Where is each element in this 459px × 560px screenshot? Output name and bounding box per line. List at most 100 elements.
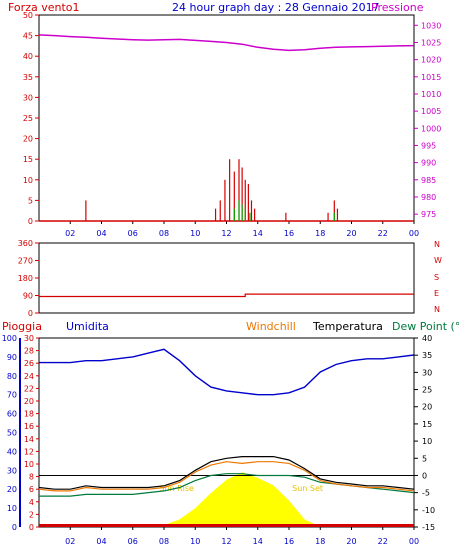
graph-title: 24 hour graph day : 28 Gennaio 2017 (172, 1, 380, 14)
wind-tick-label: 0 (28, 217, 33, 226)
x-tick-label: 02 (65, 537, 75, 546)
direction-tick-label: 90 (23, 292, 33, 301)
rain-tick-label: 28 (24, 347, 34, 356)
rain-tick-label: 24 (24, 372, 34, 381)
pressure-tick-label: 1020 (421, 56, 441, 65)
pressure-tick-label: 1010 (421, 90, 441, 99)
rain-tick-label: 8 (29, 473, 34, 482)
temp-tick-label: -5 (422, 489, 430, 498)
humidity-tick-label: 40 (7, 447, 17, 456)
temp-tick-label: -10 (422, 506, 435, 515)
rain-tick-label: 4 (29, 498, 34, 507)
rain-tick-label: 10 (24, 460, 34, 469)
x-tick-label: 16 (284, 229, 294, 238)
x-tick-label: 12 (221, 537, 231, 546)
rain-tick-label: 14 (24, 435, 34, 444)
sunset-label: Sun Set (292, 484, 323, 493)
x-tick-label: 06 (128, 229, 138, 238)
humidity-tick-label: 0 (12, 523, 17, 532)
windchill-label: Windchill (246, 320, 296, 333)
wind-tick-label: 30 (23, 93, 33, 102)
compass-label: W (434, 256, 442, 265)
direction-tick-label: 0 (28, 309, 33, 318)
wind-tick-label: 20 (23, 135, 33, 144)
wind-tick-label: 50 (23, 11, 33, 20)
compass-label: E (434, 289, 439, 298)
wind-tick-label: 15 (23, 155, 33, 164)
humidity-line (39, 348, 415, 396)
pressure-label: Pressione (371, 1, 424, 14)
temperature-line (38, 456, 415, 490)
temp-tick-label: 0 (422, 471, 427, 480)
x-tick-label: 18 (315, 537, 325, 546)
pressure-tick-label: 1005 (421, 107, 441, 116)
temp-tick-label: 15 (422, 420, 432, 429)
humidity-label: Umidita (66, 320, 109, 333)
x-tick-label: 18 (315, 229, 325, 238)
temperature-label: Temperatura (312, 320, 383, 333)
wind-tick-label: 5 (28, 196, 33, 205)
rain-tick-label: 26 (24, 359, 34, 368)
pressure-tick-label: 985 (421, 176, 436, 185)
pressure-tick-label: 1000 (421, 124, 441, 133)
wind-direction-line (39, 293, 414, 298)
x-tick-label: 22 (378, 229, 388, 238)
humidity-tick-label: 70 (7, 391, 17, 400)
rain-tick-label: 16 (24, 422, 34, 431)
x-tick-label: 14 (253, 229, 263, 238)
compass-label: N (434, 240, 440, 249)
rain-tick-label: 12 (24, 447, 34, 456)
x-tick-label: 20 (346, 537, 356, 546)
x-tick-label: 08 (159, 229, 169, 238)
temp-tick-label: 10 (422, 437, 432, 446)
x-tick-label: 00 (409, 537, 419, 546)
x-tick-label: 04 (96, 229, 106, 238)
x-tick-label: 10 (190, 537, 200, 546)
temp-tick-label: 5 (422, 454, 427, 463)
pressure-tick-label: 1025 (421, 38, 441, 47)
chart-layer: 0510152025303540455097598098599099510001… (2, 11, 442, 546)
wind-tick-label: 40 (23, 52, 33, 61)
x-tick-label: 10 (190, 229, 200, 238)
rain-tick-label: 30 (24, 334, 34, 343)
pressure-line (38, 34, 415, 52)
wind-tick-label: 45 (23, 32, 33, 41)
pressure-tick-label: 1015 (421, 73, 441, 82)
x-tick-label: 20 (346, 229, 356, 238)
wind-panel-frame (38, 14, 415, 222)
pressure-tick-label: 1030 (421, 21, 441, 30)
temp-tick-label: 20 (422, 403, 432, 412)
solar-area (39, 472, 414, 527)
x-tick-label: 12 (221, 229, 231, 238)
x-tick-label: 16 (284, 537, 294, 546)
rain-tick-label: 6 (29, 485, 34, 494)
x-tick-label: 08 (159, 537, 169, 546)
temp-tick-label: 30 (422, 368, 432, 377)
temp-tick-label: -15 (422, 523, 435, 532)
rain-tick-label: 0 (29, 523, 34, 532)
x-tick-label: 06 (128, 537, 138, 546)
temp-tick-label: 40 (422, 334, 432, 343)
humidity-tick-label: 50 (7, 429, 17, 438)
direction-tick-label: 360 (18, 239, 33, 248)
rain-tick-label: 20 (24, 397, 34, 406)
humidity-tick-label: 60 (7, 410, 17, 419)
x-tick-label: 02 (65, 229, 75, 238)
direction-panel-frame (38, 242, 415, 314)
windchill-line (38, 461, 415, 492)
pressure-tick-label: 990 (421, 159, 436, 168)
direction-tick-label: 270 (18, 257, 33, 266)
humidity-tick-label: 100 (2, 334, 17, 343)
x-tick-label: 00 (409, 229, 419, 238)
wind-tick-label: 25 (23, 114, 33, 123)
pressure-tick-label: 995 (421, 141, 436, 150)
rain-tick-label: 2 (29, 510, 34, 519)
pressure-tick-label: 980 (421, 193, 436, 202)
rain-tick-label: 18 (24, 410, 34, 419)
humidity-tick-label: 30 (7, 466, 17, 475)
humidity-tick-label: 90 (7, 353, 17, 362)
temp-tick-label: 35 (422, 351, 432, 360)
wind-tick-label: 35 (23, 73, 33, 82)
